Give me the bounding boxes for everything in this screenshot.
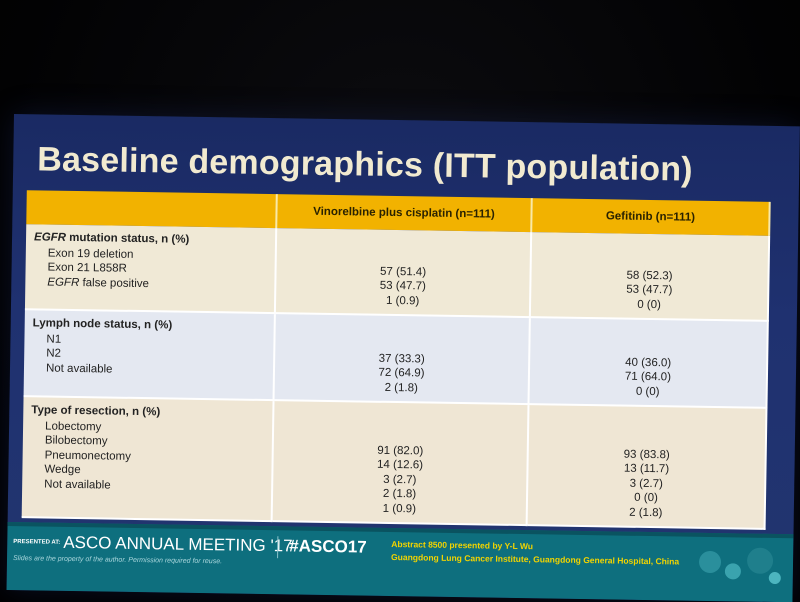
decorative-dot [746, 547, 774, 574]
table-cell: 0 (0) [635, 385, 660, 398]
table-section-lymph-node: Lymph node status, n (%) N1 N2 Not avail… [23, 309, 768, 408]
projected-slide: Baseline demographics (ITT population) V… [6, 114, 800, 602]
gefitinib-values: 58 (52.3) 53 (47.7) 0 (0) [529, 232, 770, 322]
decorative-dot [698, 550, 722, 574]
meeting-hashtag: #ASCO17 [289, 536, 367, 557]
vinorelbine-values: 91 (82.0) 14 (12.6) 3 (2.7) 2 (1.8) 1 (0… [271, 400, 529, 526]
institution-credit: Guangdong Lung Cancer Institute, Guangdo… [391, 551, 680, 567]
presented-at-label: PRESENTED AT: [13, 539, 61, 546]
section-labels: EGFR mutation status, n (%) Exon 19 dele… [24, 224, 277, 314]
header-cell-label [26, 190, 277, 229]
table-cell: 1 (0.9) [385, 294, 420, 308]
table-section-resection: Type of resection, n (%) Lobectomy Bilob… [21, 396, 767, 529]
demographics-table: Vinorelbine plus cisplatin (n=111) Gefit… [21, 190, 771, 530]
decorative-dot [724, 563, 742, 580]
row-label: Not available [44, 478, 111, 492]
demographics-table-container: Vinorelbine plus cisplatin (n=111) Gefit… [21, 190, 771, 530]
row-label: Not available [45, 362, 113, 376]
row-label: EGFR false positive [47, 276, 150, 290]
table-cell: 1 (0.9) [382, 502, 417, 515]
table-section-egfr: EGFR mutation status, n (%) Exon 19 dele… [24, 224, 770, 322]
section-labels: Type of resection, n (%) Lobectomy Bilob… [21, 396, 274, 522]
gefitinib-values: 93 (83.8) 13 (11.7) 3 (2.7) 0 (0) 2 (1.8… [526, 404, 767, 529]
table-cell: 2 (1.8) [629, 506, 663, 519]
meeting-footer: PRESENTED AT: ASCO ANNUAL MEETING '17 #A… [6, 521, 794, 602]
gefitinib-values: 40 (36.0) 71 (64.0) 0 (0) [528, 317, 768, 408]
slide-title: Baseline demographics (ITT population) [36, 140, 694, 189]
vinorelbine-values: 57 (51.4) 53 (47.7) 1 (0.9) [274, 228, 532, 318]
header-cell-gefitinib: Gefitinib (n=111) [531, 198, 770, 236]
header-cell-vinorelbine: Vinorelbine plus cisplatin (n=111) [276, 194, 532, 233]
decorative-dot [768, 571, 781, 585]
abstract-credit: Abstract 8500 presented by Y-L Wu [391, 538, 534, 552]
meeting-name: ASCO ANNUAL MEETING '17 [63, 532, 293, 556]
footer-disclaimer: Slides are the property of the author. P… [12, 555, 223, 566]
section-labels: Lymph node status, n (%) N1 N2 Not avail… [23, 309, 275, 401]
table-cell: 2 (1.8) [384, 381, 418, 394]
vinorelbine-values: 37 (33.3) 72 (64.9) 2 (1.8) [273, 313, 530, 405]
table-cell: 0 (0) [637, 298, 662, 312]
